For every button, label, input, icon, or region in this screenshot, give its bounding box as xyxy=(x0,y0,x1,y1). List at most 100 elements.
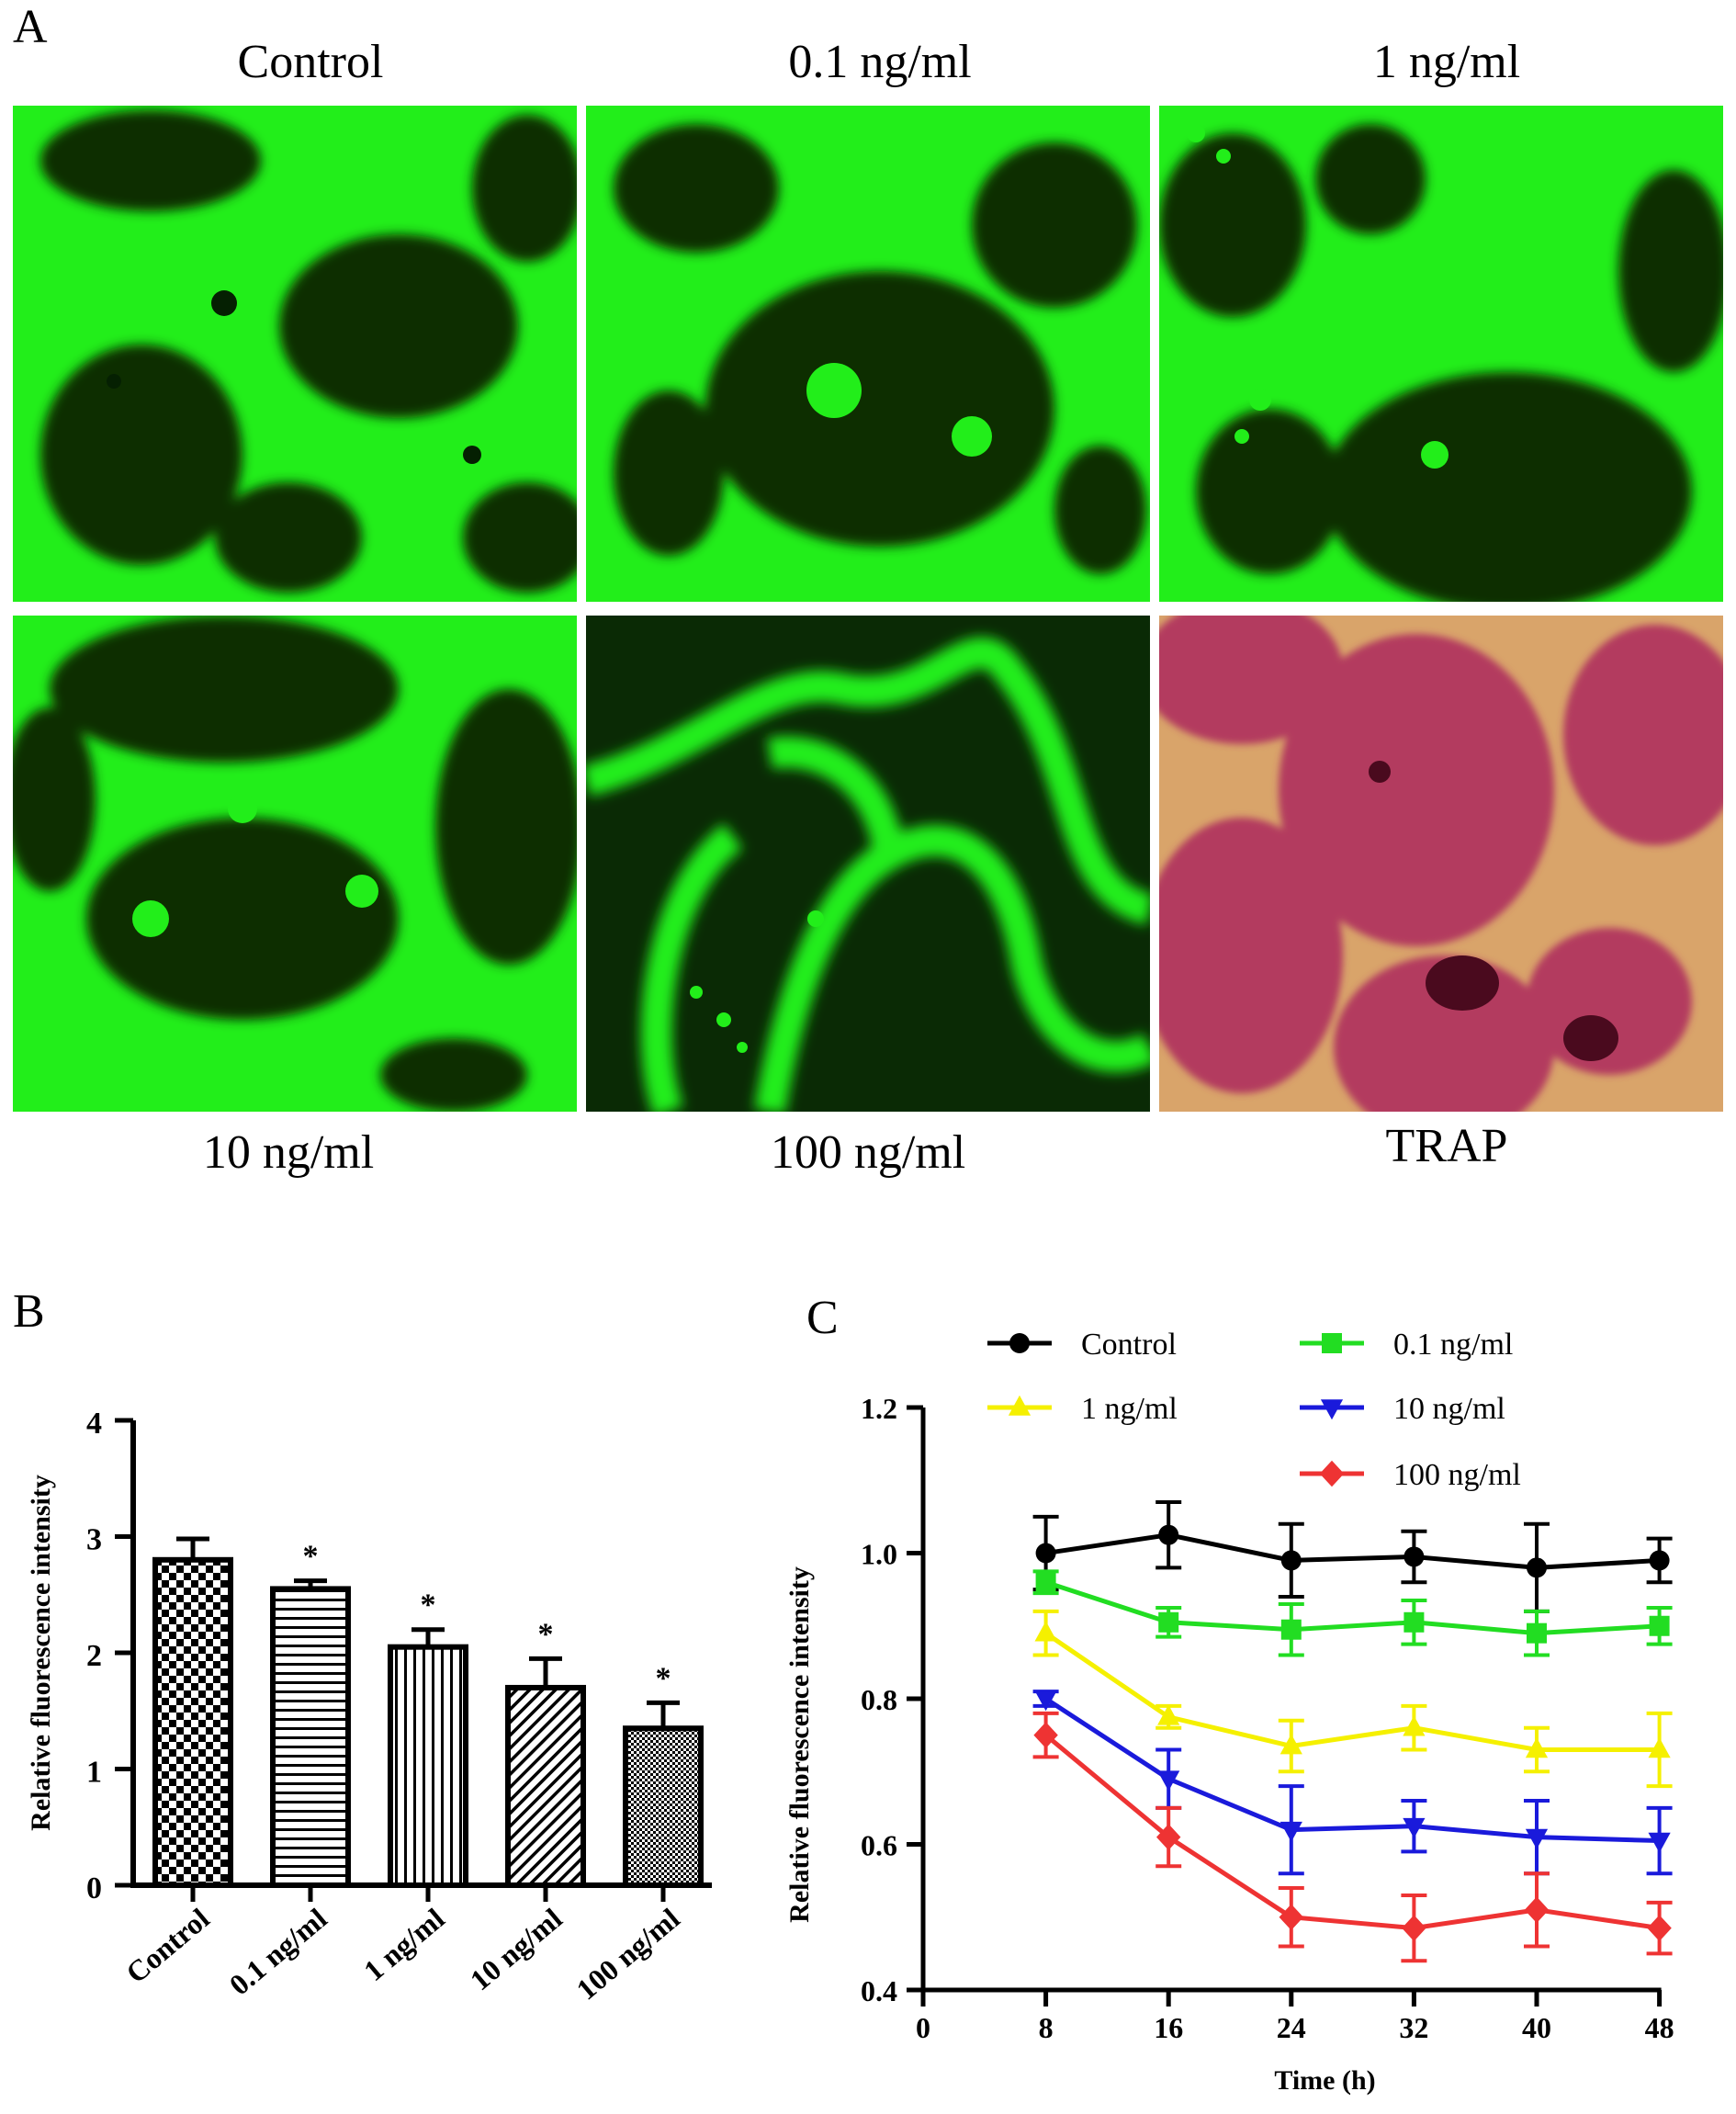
data-point xyxy=(1648,1737,1671,1758)
data-point xyxy=(1034,1690,1057,1712)
x-tick-label: 0 xyxy=(916,2011,930,2044)
data-point xyxy=(1279,1821,1302,1842)
micrograph-trap xyxy=(1159,616,1723,1112)
significance-mark: * xyxy=(656,1661,671,1695)
data-point xyxy=(1649,1615,1670,1636)
micrograph-10 xyxy=(13,616,577,1112)
y-tick-label: 1 xyxy=(86,1756,102,1790)
series xyxy=(1032,1569,1673,1657)
image-label-10: 10 ng/ml xyxy=(202,1126,375,1179)
y-tick-label: 3 xyxy=(86,1523,102,1557)
data-point xyxy=(1280,1550,1302,1571)
x-tick-label: 1 ng/ml xyxy=(357,1902,451,1987)
data-point xyxy=(1527,1622,1547,1644)
data-point xyxy=(1403,1611,1425,1633)
series-line xyxy=(1044,1733,1660,1931)
series xyxy=(1032,1609,1673,1789)
significance-mark: * xyxy=(421,1588,436,1622)
image-label-1: 1 ng/ml xyxy=(1372,36,1521,88)
data-point xyxy=(1403,1546,1425,1567)
series xyxy=(1032,1500,1673,1613)
data-point xyxy=(1524,1896,1550,1924)
micrograph-0-1 xyxy=(586,106,1150,602)
y-tick-label: 1.0 xyxy=(861,1538,897,1571)
x-axis-label: Time (h) xyxy=(1274,2065,1375,2096)
significance-mark: * xyxy=(303,1540,319,1574)
image-label-100: 100 ng/ml xyxy=(770,1126,966,1179)
bar xyxy=(270,1586,351,1889)
data-point xyxy=(1158,1524,1179,1545)
data-point xyxy=(1034,1621,1057,1642)
data-point xyxy=(1525,1737,1549,1758)
bar xyxy=(388,1644,468,1888)
series-line xyxy=(1044,1696,1660,1844)
bar-chart: 0 1 2 3 4 Relative fluorescence intensity Cont… xyxy=(26,1407,712,2007)
y-tick-label: 2 xyxy=(86,1639,102,1673)
data-point xyxy=(1279,1734,1302,1755)
y-tick-label: 4 xyxy=(86,1407,102,1441)
bar xyxy=(152,1556,233,1889)
data-point xyxy=(1035,1543,1056,1564)
x-tick-label: 10 ng/ml xyxy=(464,1902,569,1997)
legend-label: 100 ng/ml xyxy=(1393,1458,1521,1492)
y-tick-label: 0.4 xyxy=(861,1974,897,2007)
data-point xyxy=(1279,1904,1303,1931)
y-tick-label: 0 xyxy=(86,1871,102,1905)
bar xyxy=(623,1725,704,1888)
legend-entry: 1 ng/ml xyxy=(987,1392,1178,1426)
legend-label: 1 ng/ml xyxy=(1081,1392,1178,1426)
legend-label: 10 ng/ml xyxy=(1393,1392,1505,1426)
x-tick-label: 40 xyxy=(1522,2011,1551,2044)
data-point xyxy=(1009,1333,1030,1353)
data-point xyxy=(1525,1828,1549,1849)
panel-a-letter: A xyxy=(13,1,48,53)
line-chart: 0.4 0.6 0.8 1.0 1.2 0 8 16 24 32 40 48 Time (h) Relat… xyxy=(784,1328,1674,2096)
series-line xyxy=(1044,1631,1660,1752)
y-tick-label: 1.2 xyxy=(861,1392,897,1425)
data-point xyxy=(1403,1817,1426,1838)
legend-label: Control xyxy=(1081,1328,1177,1362)
data-point xyxy=(1527,1557,1547,1578)
data-point xyxy=(1320,1399,1344,1420)
data-point xyxy=(1649,1550,1670,1571)
data-point xyxy=(1280,1619,1302,1640)
micrograph-control xyxy=(13,106,577,602)
data-point xyxy=(1647,1915,1672,1941)
x-tick-label: 32 xyxy=(1399,2011,1428,2044)
series-line xyxy=(1044,1579,1660,1636)
data-point xyxy=(1648,1832,1671,1853)
x-tick-label: 24 xyxy=(1277,2011,1306,2044)
micrograph-100 xyxy=(586,616,1150,1112)
data-point xyxy=(1322,1333,1342,1353)
x-tick-label: 0.1 ng/ml xyxy=(223,1902,333,2002)
significance-mark: * xyxy=(538,1617,554,1651)
x-tick-label: 8 xyxy=(1039,2011,1054,2044)
y-axis-label: Relative fluorescence intensity xyxy=(784,1566,815,1923)
bar xyxy=(505,1684,586,1889)
series xyxy=(1032,1690,1673,1876)
x-tick-label: 100 ng/ml xyxy=(570,1902,686,2007)
image-label-0-1: 0.1 ng/ml xyxy=(788,36,972,88)
data-point xyxy=(1319,1460,1345,1487)
legend-entry: 100 ng/ml xyxy=(1300,1458,1521,1492)
data-point xyxy=(1008,1395,1031,1416)
y-axis-label: Relative fluorescence intensity xyxy=(26,1475,56,1831)
panel-c-letter: C xyxy=(806,1292,839,1344)
micrograph-1 xyxy=(1159,106,1723,602)
legend-entry: 0.1 ng/ml xyxy=(1300,1328,1513,1362)
data-point xyxy=(1035,1572,1056,1593)
x-tick-label: 16 xyxy=(1154,2011,1183,2044)
x-tick-label: 48 xyxy=(1645,2011,1674,2044)
legend-label: 0.1 ng/ml xyxy=(1393,1328,1513,1362)
legend-entry: 10 ng/ml xyxy=(1300,1392,1505,1426)
image-label-control: Control xyxy=(237,36,384,88)
x-tick-label: Control xyxy=(119,1902,215,1990)
data-point xyxy=(1402,1915,1426,1941)
y-tick-label: 0.8 xyxy=(861,1683,897,1716)
panel-b-letter: B xyxy=(13,1285,45,1338)
data-point xyxy=(1158,1611,1179,1633)
data-point xyxy=(1403,1715,1426,1736)
legend-entry: Control xyxy=(987,1328,1177,1362)
data-point xyxy=(1157,1770,1180,1792)
y-tick-label: 0.6 xyxy=(861,1829,897,1862)
